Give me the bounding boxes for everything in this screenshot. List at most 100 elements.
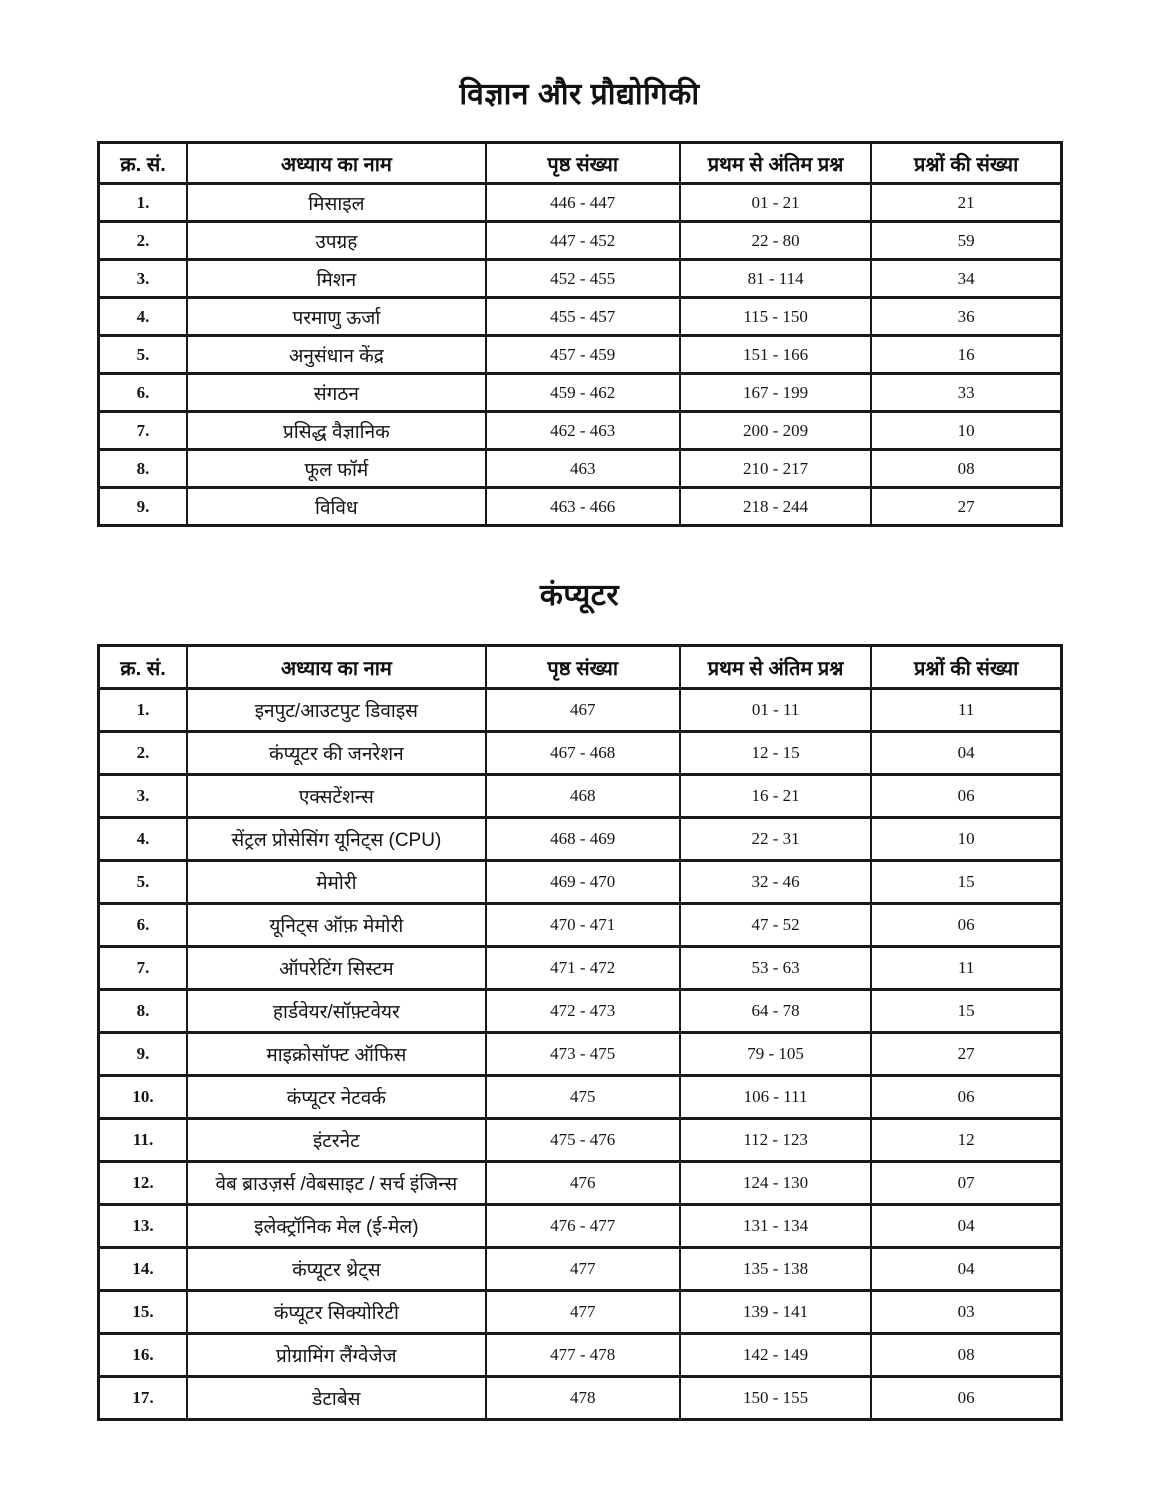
- cell-chapter: इनपुट/आउटपुट डिवाइस: [186, 687, 487, 733]
- cell-pages: 477 - 478: [484, 1332, 681, 1378]
- cell-serial: 9.: [97, 486, 189, 527]
- cell-range: 32 - 46: [678, 859, 873, 905]
- column-header-serial: क्र. सं.: [97, 141, 189, 185]
- table-row: 3. मिशन 452 - 455 81 - 114 34: [97, 258, 1063, 299]
- cell-range: 53 - 63: [678, 945, 873, 991]
- cell-pages: 468 - 469: [484, 816, 681, 862]
- cell-serial: 6.: [97, 372, 189, 413]
- cell-pages: 455 - 457: [484, 296, 681, 337]
- cell-chapter: फूल फॉर्म: [186, 448, 487, 489]
- cell-range: 16 - 21: [678, 773, 873, 819]
- table-row: 15. कंप्यूटर सिक्योरिटी 477 139 - 141 03: [97, 1289, 1063, 1335]
- table-row: 1. इनपुट/आउटपुट डिवाइस 467 01 - 11 11: [97, 687, 1063, 733]
- table-row: 10. कंप्यूटर नेटवर्क 475 106 - 111 06: [97, 1074, 1063, 1120]
- table-row: 9. माइक्रोसॉफ्ट ऑफिस 473 - 475 79 - 105 27: [97, 1031, 1063, 1077]
- cell-serial: 6.: [97, 902, 189, 948]
- cell-count: 15: [870, 859, 1063, 905]
- cell-serial: 1.: [97, 687, 189, 733]
- cell-serial: 8.: [97, 448, 189, 489]
- cell-range: 131 - 134: [678, 1203, 873, 1249]
- cell-range: 210 - 217: [678, 448, 873, 489]
- column-header-chapter: अध्याय का नाम: [186, 644, 487, 690]
- cell-chapter: मेमोरी: [186, 859, 487, 905]
- cell-pages: 470 - 471: [484, 902, 681, 948]
- cell-count: 06: [870, 773, 1063, 819]
- cell-serial: 5.: [97, 859, 189, 905]
- table-row: 16. प्रोग्रामिंग लैंग्वेजेज 477 - 478 142 -…: [97, 1332, 1063, 1378]
- cell-serial: 7.: [97, 410, 189, 451]
- table-row: 5. मेमोरी 469 - 470 32 - 46 15: [97, 859, 1063, 905]
- cell-range: 135 - 138: [678, 1246, 873, 1292]
- cell-count: 34: [870, 258, 1063, 299]
- cell-chapter: यूनिट्स ऑफ़ मेमोरी: [186, 902, 487, 948]
- cell-range: 64 - 78: [678, 988, 873, 1034]
- cell-range: 115 - 150: [678, 296, 873, 337]
- cell-serial: 3.: [97, 773, 189, 819]
- cell-pages: 468: [484, 773, 681, 819]
- table-row: 2. कंप्यूटर की जनरेशन 467 - 468 12 - 15 04: [97, 730, 1063, 776]
- cell-chapter: मिसाइल: [186, 182, 487, 223]
- cell-chapter: डेटाबेस: [186, 1375, 487, 1421]
- cell-chapter: ऑपरेटिंग सिस्टम: [186, 945, 487, 991]
- cell-range: 124 - 130: [678, 1160, 873, 1206]
- cell-count: 11: [870, 945, 1063, 991]
- table-row: 6. संगठन 459 - 462 167 - 199 33: [97, 372, 1063, 413]
- cell-chapter: मिशन: [186, 258, 487, 299]
- cell-serial: 2.: [97, 730, 189, 776]
- cell-range: 112 - 123: [678, 1117, 873, 1163]
- table-row: 12. वेब ब्राउज़र्स /वेबसाइट / सर्च इंजिन्…: [97, 1160, 1063, 1206]
- table-row: 3. एक्सटेंशन्स 468 16 - 21 06: [97, 773, 1063, 819]
- table-row: 8. हार्डवेयर/सॉफ़्टवेयर 472 - 473 64 - 78 15: [97, 988, 1063, 1034]
- table-row: 1. मिसाइल 446 - 447 01 - 21 21: [97, 182, 1063, 223]
- cell-count: 04: [870, 730, 1063, 776]
- cell-range: 200 - 209: [678, 410, 873, 451]
- cell-chapter: कंप्यूटर थ्रेट्स: [186, 1246, 487, 1292]
- cell-count: 08: [870, 1332, 1063, 1378]
- cell-chapter: उपग्रह: [186, 220, 487, 261]
- cell-serial: 7.: [97, 945, 189, 991]
- cell-count: 03: [870, 1289, 1063, 1335]
- cell-range: 218 - 244: [678, 486, 873, 527]
- table-row: 9. विविध 463 - 466 218 - 244 27: [97, 486, 1063, 527]
- cell-chapter: एक्सटेंशन्स: [186, 773, 487, 819]
- cell-range: 151 - 166: [678, 334, 873, 375]
- cell-count: 33: [870, 372, 1063, 413]
- cell-range: 22 - 31: [678, 816, 873, 862]
- cell-count: 21: [870, 182, 1063, 223]
- cell-count: 06: [870, 1375, 1063, 1421]
- cell-serial: 15.: [97, 1289, 189, 1335]
- table-row: 13. इलेक्ट्रॉनिक मेल (ई-मेल) 476 - 477 131 …: [97, 1203, 1063, 1249]
- table-row: 6. यूनिट्स ऑफ़ मेमोरी 470 - 471 47 - 52 06: [97, 902, 1063, 948]
- cell-count: 07: [870, 1160, 1063, 1206]
- cell-pages: 475: [484, 1074, 681, 1120]
- cell-count: 16: [870, 334, 1063, 375]
- table-row: 11. इंटरनेट 475 - 476 112 - 123 12: [97, 1117, 1063, 1163]
- table-row: 7. ऑपरेटिंग सिस्टम 471 - 472 53 - 63 11: [97, 945, 1063, 991]
- cell-count: 06: [870, 1074, 1063, 1120]
- cell-chapter: माइक्रोसॉफ्ट ऑफिस: [186, 1031, 487, 1077]
- cell-pages: 457 - 459: [484, 334, 681, 375]
- science-tech-contents-table: क्र. सं. अध्याय का नाम पृष्ठ संख्या प्रथम स…: [97, 141, 1063, 527]
- cell-pages: 476 - 477: [484, 1203, 681, 1249]
- cell-chapter: सेंट्रल प्रोसेसिंग यूनिट्स (CPU): [186, 816, 487, 862]
- cell-serial: 4.: [97, 816, 189, 862]
- cell-chapter: प्रसिद्ध वैज्ञानिक: [186, 410, 487, 451]
- cell-pages: 467 - 468: [484, 730, 681, 776]
- cell-serial: 11.: [97, 1117, 189, 1163]
- table-row: 7. प्रसिद्ध वैज्ञानिक 462 - 463 200 - 209 10: [97, 410, 1063, 451]
- cell-count: 27: [870, 486, 1063, 527]
- cell-range: 47 - 52: [678, 902, 873, 948]
- cell-count: 06: [870, 902, 1063, 948]
- cell-count: 12: [870, 1117, 1063, 1163]
- cell-serial: 10.: [97, 1074, 189, 1120]
- cell-range: 106 - 111: [678, 1074, 873, 1120]
- column-header-count: प्रश्नों की संख्या: [870, 141, 1063, 185]
- cell-count: 15: [870, 988, 1063, 1034]
- cell-pages: 477: [484, 1289, 681, 1335]
- section-title-science-tech: विज्ञान और प्रौद्योगिकी: [459, 78, 700, 111]
- cell-chapter: कंप्यूटर की जनरेशन: [186, 730, 487, 776]
- cell-serial: 5.: [97, 334, 189, 375]
- cell-pages: 462 - 463: [484, 410, 681, 451]
- computer-contents-table: क्र. सं. अध्याय का नाम पृष्ठ संख्या प्रथम स…: [97, 644, 1063, 1421]
- cell-pages: 463 - 466: [484, 486, 681, 527]
